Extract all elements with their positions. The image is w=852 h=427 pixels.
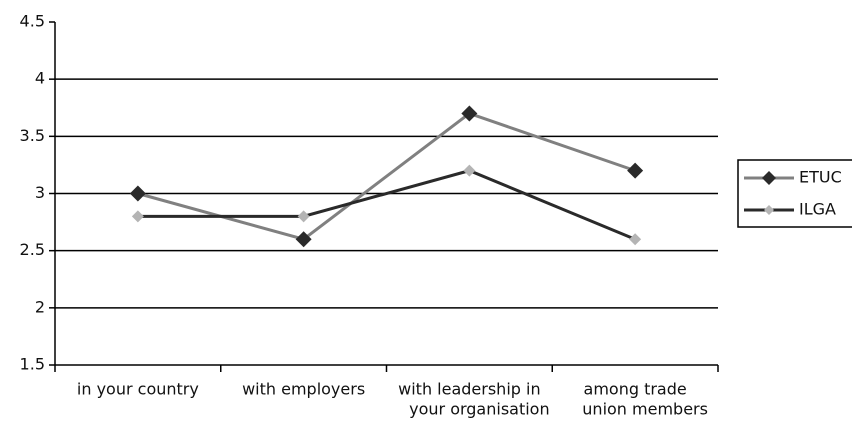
marker bbox=[629, 233, 642, 246]
y-tick-label: 4.5 bbox=[20, 12, 45, 31]
x-tick-label: your organisation bbox=[409, 400, 549, 419]
x-tick-label: with employers bbox=[242, 380, 365, 399]
y-tick-label: 4 bbox=[35, 69, 45, 88]
x-tick-label: with leadership in bbox=[398, 380, 540, 399]
y-tick-label: 2.5 bbox=[20, 240, 45, 259]
legend-label: ILGA bbox=[799, 200, 836, 219]
marker bbox=[295, 231, 312, 248]
y-tick-label: 3.5 bbox=[20, 126, 45, 145]
series-line bbox=[137, 111, 636, 241]
legend-box bbox=[737, 159, 852, 228]
marker bbox=[463, 164, 476, 177]
legend-label: ETUC bbox=[799, 168, 842, 187]
marker bbox=[297, 210, 310, 223]
x-tick-label: among trade bbox=[584, 380, 687, 399]
legend-marker bbox=[762, 171, 776, 185]
marker bbox=[627, 162, 644, 179]
y-tick-label: 1.5 bbox=[20, 355, 45, 374]
marker bbox=[129, 185, 146, 202]
y-tick-label: 2 bbox=[35, 297, 45, 316]
marker bbox=[461, 105, 478, 122]
series-line bbox=[137, 169, 636, 241]
legend-marker bbox=[764, 205, 774, 215]
x-tick-label: union members bbox=[582, 400, 708, 419]
x-tick-label: in your country bbox=[77, 380, 199, 399]
marker bbox=[131, 210, 144, 223]
y-tick-label: 3 bbox=[35, 183, 45, 202]
